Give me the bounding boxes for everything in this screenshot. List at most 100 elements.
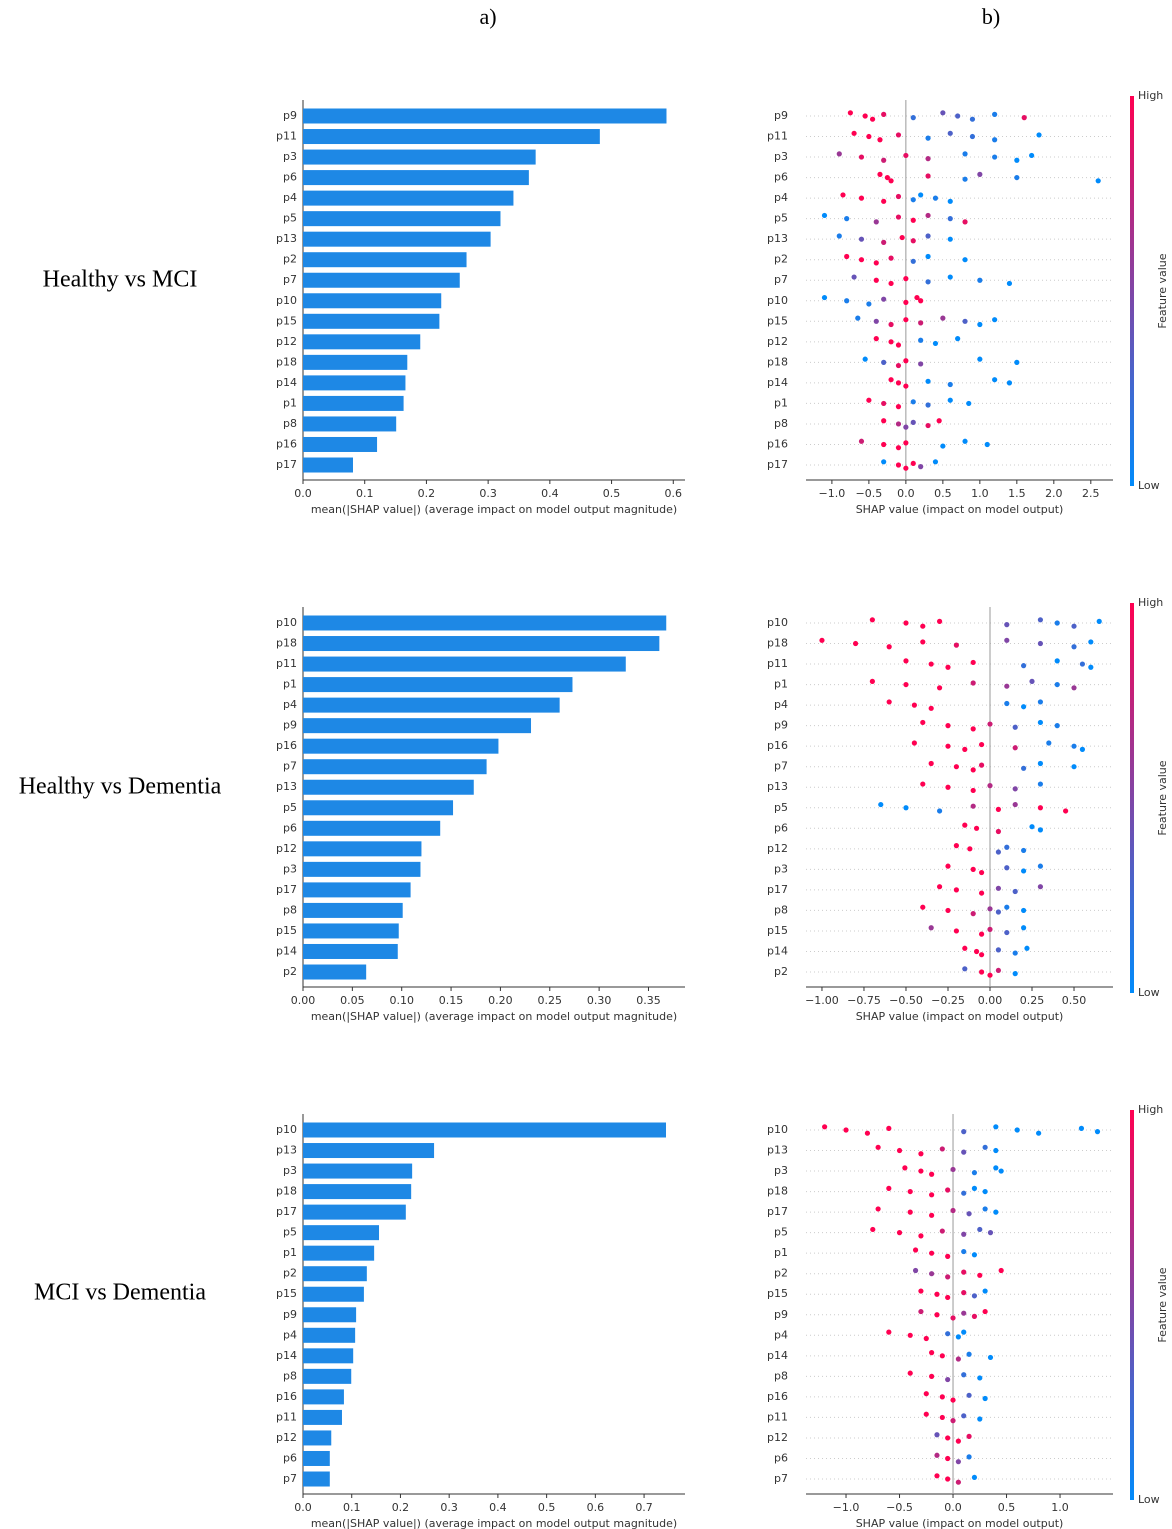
shap-point	[888, 339, 894, 345]
shap-point	[934, 1473, 940, 1479]
shap-point	[962, 746, 968, 752]
x-tick-label: 0.50	[1062, 994, 1087, 1007]
shap-point	[934, 1312, 940, 1318]
y-tick-label: p16	[276, 437, 297, 450]
shap-point	[858, 438, 865, 444]
shap-point	[936, 808, 943, 814]
shap-point	[925, 135, 931, 141]
shap-point	[918, 1151, 924, 1157]
x-tick-label: −0.5	[886, 1501, 913, 1514]
shap-point	[934, 1432, 940, 1438]
x-tick-label: −1.0	[833, 1501, 860, 1514]
y-tick-label: p15	[767, 924, 788, 937]
shap-point	[903, 152, 909, 159]
bar	[303, 416, 397, 432]
shap-point	[950, 1397, 956, 1403]
shap-point	[852, 640, 859, 647]
shap-point	[881, 418, 887, 424]
y-tick-label: p9	[283, 719, 297, 732]
x-tick-label: 0.4	[541, 487, 559, 500]
shap-point	[955, 1459, 961, 1465]
shap-point	[896, 1147, 903, 1154]
shap-point	[987, 783, 993, 789]
shap-point	[939, 1394, 945, 1400]
shap-point	[1079, 746, 1086, 752]
shap-point	[923, 1411, 929, 1417]
shap-point	[939, 1228, 945, 1234]
y-tick-label: p2	[283, 253, 297, 266]
x-tick-label: 0.15	[439, 994, 464, 1007]
y-tick-label: p8	[774, 1369, 788, 1382]
shap-point	[903, 276, 909, 282]
shap-point	[977, 1375, 983, 1381]
shap-point	[1063, 808, 1069, 814]
shap-point	[1006, 280, 1013, 287]
shap-point	[992, 377, 998, 383]
y-tick-label: p8	[774, 417, 788, 430]
shap-point	[929, 1250, 935, 1256]
shap-point	[869, 617, 875, 623]
shap-point	[995, 806, 1002, 812]
shap-point	[950, 1207, 956, 1214]
shap-point	[955, 113, 961, 119]
shap-point	[862, 113, 868, 119]
bar	[303, 293, 442, 309]
bar	[303, 170, 529, 186]
shap-point	[886, 1185, 892, 1191]
shap-point	[932, 340, 939, 347]
bar	[303, 656, 626, 672]
shap-point	[877, 171, 883, 177]
shap-point	[953, 843, 959, 849]
y-tick-label: p7	[774, 1472, 788, 1485]
colorbar-label: Feature value	[1156, 760, 1169, 835]
bar	[303, 334, 421, 350]
shap-point	[1029, 678, 1035, 684]
shap-point	[987, 721, 993, 727]
shap-point	[992, 137, 998, 143]
shap-point	[844, 298, 850, 304]
y-tick-label: p11	[276, 657, 297, 670]
y-tick-label: p9	[774, 1308, 788, 1321]
x-tick-label: 0.20	[488, 994, 513, 1007]
y-tick-label: p2	[774, 1267, 788, 1280]
shap-point	[950, 1315, 956, 1321]
shap-point	[918, 298, 924, 304]
shap-point	[955, 1479, 961, 1485]
bar	[303, 190, 514, 206]
shap-point	[912, 1247, 919, 1253]
bar	[303, 375, 406, 391]
shap-point	[962, 318, 968, 324]
y-tick-label: p1	[774, 396, 788, 409]
shap-point	[895, 342, 902, 348]
shap-point	[1071, 685, 1077, 691]
shap-point	[1037, 699, 1044, 705]
shap-point	[993, 1124, 999, 1130]
shap-point	[953, 764, 959, 770]
shap-point	[934, 1291, 940, 1297]
shap-point	[884, 174, 890, 181]
shap-point	[907, 1188, 913, 1195]
shap-point	[1095, 178, 1101, 184]
bar	[303, 800, 454, 816]
shap-point	[1014, 174, 1020, 181]
x-tick-label: 0.25	[1020, 994, 1045, 1007]
shap-point	[840, 192, 846, 198]
shap-point	[907, 1332, 913, 1338]
shap-point	[1004, 622, 1010, 628]
bar	[303, 1368, 352, 1384]
colorbar	[1130, 1110, 1134, 1500]
shap-point	[866, 133, 872, 140]
shap-point	[961, 1310, 967, 1316]
shap-point	[866, 397, 872, 403]
shap-point	[888, 255, 894, 261]
colorbar-high: High	[1138, 596, 1163, 609]
x-tick-label: 0.25	[538, 994, 563, 1007]
shap-point	[993, 1147, 999, 1154]
shap-point	[910, 197, 916, 203]
y-tick-label: p8	[283, 1369, 297, 1382]
shap-point	[993, 1209, 999, 1215]
y-tick-label: p18	[276, 1185, 297, 1198]
shap-point	[1037, 805, 1044, 811]
shap-point	[962, 257, 968, 263]
x-tick-label: 0.5	[603, 487, 621, 500]
